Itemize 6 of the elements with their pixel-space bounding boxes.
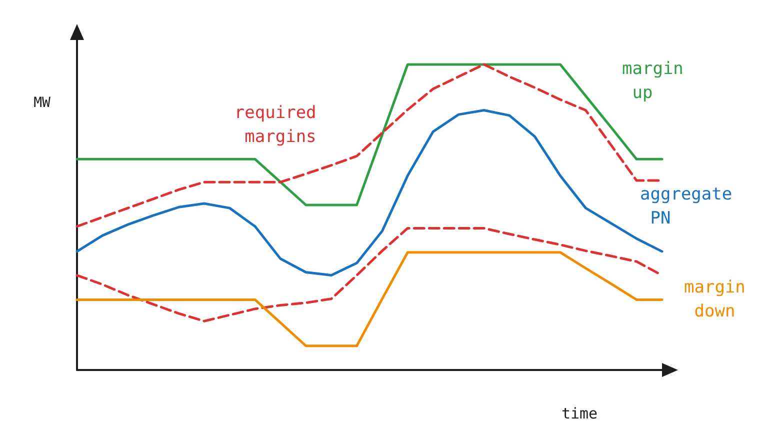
series-label: margin down (684, 278, 746, 322)
x-axis-title: time (561, 404, 598, 422)
y-axis-title: MW (34, 95, 51, 111)
series-label: aggregate PN (640, 184, 732, 228)
series-label: required margins (234, 103, 327, 148)
series-label: margin up (622, 59, 684, 104)
